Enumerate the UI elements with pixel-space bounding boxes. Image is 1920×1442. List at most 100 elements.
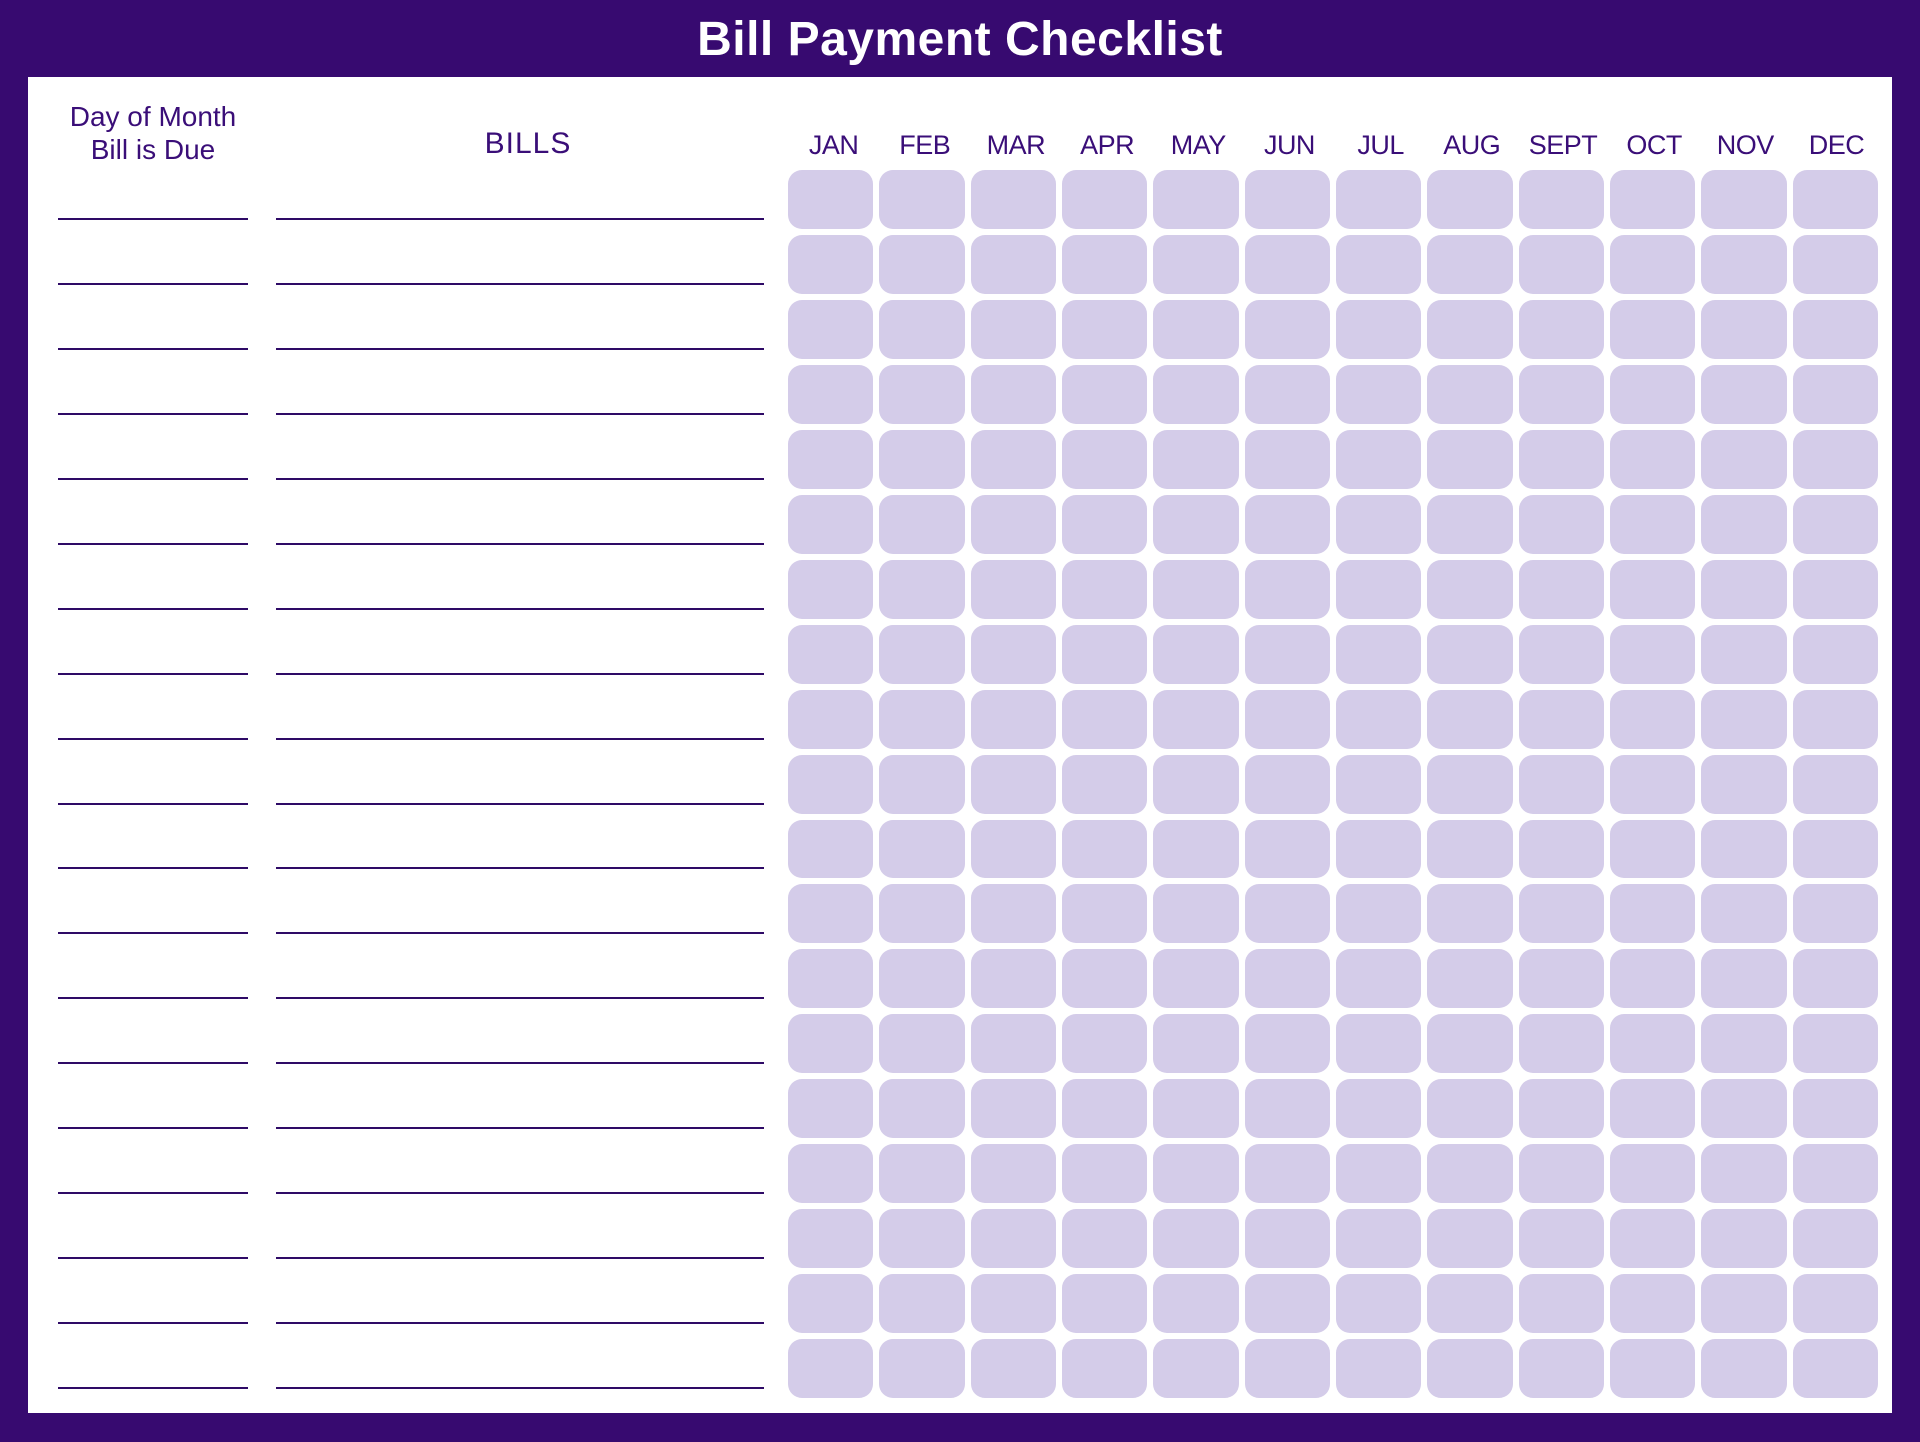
month-checkbox[interactable] <box>1062 430 1147 489</box>
month-checkbox[interactable] <box>788 625 873 684</box>
month-checkbox[interactable] <box>1427 949 1512 1008</box>
month-checkbox[interactable] <box>1701 1209 1786 1268</box>
month-checkbox[interactable] <box>788 560 873 619</box>
month-checkbox[interactable] <box>1610 170 1695 229</box>
month-checkbox[interactable] <box>1610 1339 1695 1398</box>
month-checkbox[interactable] <box>1793 365 1878 424</box>
month-checkbox[interactable] <box>1701 1079 1786 1138</box>
month-checkbox[interactable] <box>1519 884 1604 943</box>
month-checkbox[interactable] <box>1062 1339 1147 1398</box>
month-checkbox[interactable] <box>1245 1079 1330 1138</box>
month-checkbox[interactable] <box>1793 884 1878 943</box>
month-checkbox[interactable] <box>788 1274 873 1333</box>
month-checkbox[interactable] <box>1610 365 1695 424</box>
month-checkbox[interactable] <box>1336 1339 1421 1398</box>
month-checkbox[interactable] <box>1062 1274 1147 1333</box>
day-due-cell[interactable] <box>38 1062 268 1076</box>
month-checkbox[interactable] <box>971 365 1056 424</box>
month-checkbox[interactable] <box>1519 949 1604 1008</box>
month-checkbox[interactable] <box>1427 560 1512 619</box>
month-checkbox[interactable] <box>1519 1079 1604 1138</box>
month-checkbox[interactable] <box>1245 625 1330 684</box>
month-checkbox[interactable] <box>1610 820 1695 879</box>
month-checkbox[interactable] <box>879 1144 964 1203</box>
month-checkbox[interactable] <box>879 430 964 489</box>
bill-name-cell[interactable] <box>268 1062 788 1076</box>
month-checkbox[interactable] <box>1062 560 1147 619</box>
month-checkbox[interactable] <box>1245 1274 1330 1333</box>
month-checkbox[interactable] <box>1793 560 1878 619</box>
day-due-cell[interactable] <box>38 997 268 1011</box>
month-checkbox[interactable] <box>1610 1079 1695 1138</box>
month-checkbox[interactable] <box>1153 755 1238 814</box>
month-checkbox[interactable] <box>1610 1144 1695 1203</box>
month-checkbox[interactable] <box>1153 949 1238 1008</box>
month-checkbox[interactable] <box>1793 170 1878 229</box>
month-checkbox[interactable] <box>971 495 1056 554</box>
month-checkbox[interactable] <box>1153 1209 1238 1268</box>
month-checkbox[interactable] <box>1245 1144 1330 1203</box>
month-checkbox[interactable] <box>1336 755 1421 814</box>
month-checkbox[interactable] <box>1427 300 1512 359</box>
month-checkbox[interactable] <box>1245 365 1330 424</box>
month-checkbox[interactable] <box>879 1079 964 1138</box>
month-checkbox[interactable] <box>1610 300 1695 359</box>
bill-name-cell[interactable] <box>268 932 788 946</box>
month-checkbox[interactable] <box>1610 235 1695 294</box>
month-checkbox[interactable] <box>1793 1144 1878 1203</box>
month-checkbox[interactable] <box>971 1274 1056 1333</box>
month-checkbox[interactable] <box>1245 1209 1330 1268</box>
month-checkbox[interactable] <box>1062 365 1147 424</box>
month-checkbox[interactable] <box>1793 1014 1878 1073</box>
month-checkbox[interactable] <box>1519 300 1604 359</box>
month-checkbox[interactable] <box>788 170 873 229</box>
month-checkbox[interactable] <box>879 300 964 359</box>
day-due-cell[interactable] <box>38 1257 268 1271</box>
month-checkbox[interactable] <box>879 170 964 229</box>
month-checkbox[interactable] <box>1701 560 1786 619</box>
month-checkbox[interactable] <box>971 1339 1056 1398</box>
month-checkbox[interactable] <box>1519 1209 1604 1268</box>
month-checkbox[interactable] <box>1062 690 1147 749</box>
month-checkbox[interactable] <box>1336 235 1421 294</box>
month-checkbox[interactable] <box>1336 560 1421 619</box>
month-checkbox[interactable] <box>1427 1079 1512 1138</box>
month-checkbox[interactable] <box>1519 560 1604 619</box>
month-checkbox[interactable] <box>1153 625 1238 684</box>
month-checkbox[interactable] <box>788 1209 873 1268</box>
month-checkbox[interactable] <box>1427 1014 1512 1073</box>
month-checkbox[interactable] <box>971 430 1056 489</box>
month-checkbox[interactable] <box>879 949 964 1008</box>
bill-name-cell[interactable] <box>268 283 788 297</box>
month-checkbox[interactable] <box>1701 820 1786 879</box>
month-checkbox[interactable] <box>1793 755 1878 814</box>
month-checkbox[interactable] <box>1701 300 1786 359</box>
month-checkbox[interactable] <box>1153 365 1238 424</box>
month-checkbox[interactable] <box>1427 1209 1512 1268</box>
month-checkbox[interactable] <box>1519 170 1604 229</box>
month-checkbox[interactable] <box>1793 949 1878 1008</box>
month-checkbox[interactable] <box>788 949 873 1008</box>
bill-name-cell[interactable] <box>268 1322 788 1336</box>
month-checkbox[interactable] <box>1519 690 1604 749</box>
month-checkbox[interactable] <box>971 560 1056 619</box>
month-checkbox[interactable] <box>1336 495 1421 554</box>
month-checkbox[interactable] <box>1519 1144 1604 1203</box>
month-checkbox[interactable] <box>879 690 964 749</box>
month-checkbox[interactable] <box>1336 949 1421 1008</box>
month-checkbox[interactable] <box>971 300 1056 359</box>
month-checkbox[interactable] <box>971 1079 1056 1138</box>
month-checkbox[interactable] <box>1427 430 1512 489</box>
month-checkbox[interactable] <box>971 755 1056 814</box>
bill-name-cell[interactable] <box>268 1257 788 1271</box>
day-due-cell[interactable] <box>38 413 268 427</box>
month-checkbox[interactable] <box>1153 495 1238 554</box>
bill-name-cell[interactable] <box>268 543 788 557</box>
month-checkbox[interactable] <box>971 820 1056 879</box>
month-checkbox[interactable] <box>788 1079 873 1138</box>
month-checkbox[interactable] <box>1793 300 1878 359</box>
month-checkbox[interactable] <box>1153 1014 1238 1073</box>
month-checkbox[interactable] <box>1701 1339 1786 1398</box>
month-checkbox[interactable] <box>1153 560 1238 619</box>
month-checkbox[interactable] <box>879 755 964 814</box>
